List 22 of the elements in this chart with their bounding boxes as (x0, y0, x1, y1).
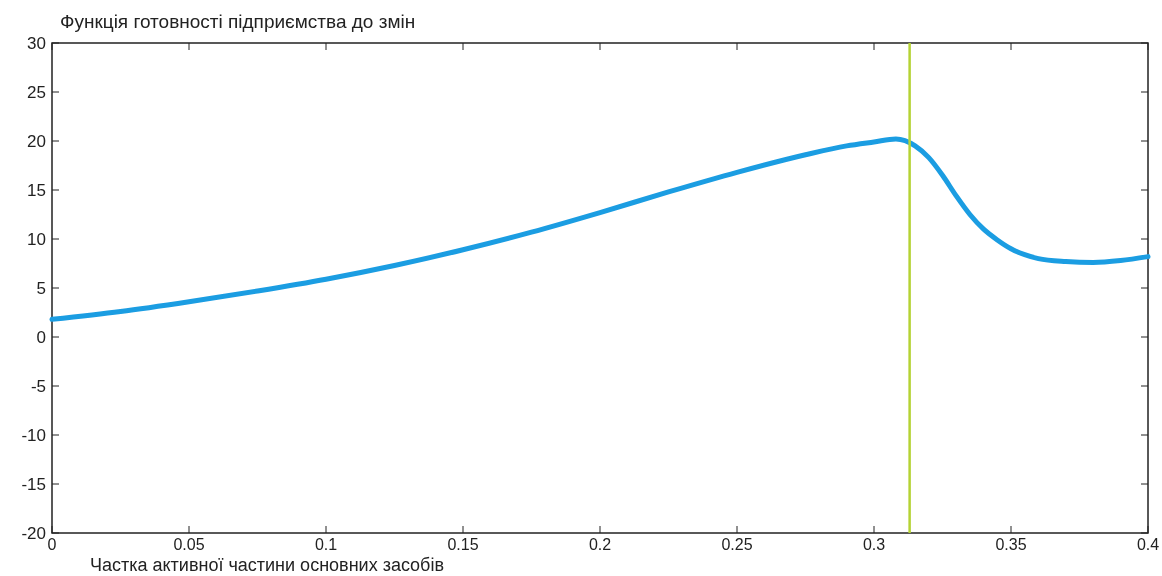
x-tick-label: 0.15 (447, 536, 479, 553)
y-tick-label: 0 (36, 328, 46, 347)
y-tick-label: -10 (21, 426, 46, 445)
x-tick-label: 0.3 (862, 536, 886, 553)
y-tick-label: 20 (27, 132, 46, 151)
y-tick-label: 30 (27, 34, 46, 53)
y-tick-label: -5 (30, 377, 46, 396)
x-axis-title: Частка активної частини основних засобів (90, 555, 444, 575)
y-tick-label: 15 (27, 181, 46, 200)
x-tick-label: 0.4 (1136, 536, 1160, 553)
x-tick-label: 0.05 (173, 536, 205, 553)
y-tick-label: -20 (21, 524, 46, 543)
x-tick-label: 0.2 (588, 536, 612, 553)
y-tick-label: 5 (36, 279, 46, 298)
chart-title: Функція готовності підприємства до змін (60, 11, 416, 32)
x-tick-label: 0.35 (995, 536, 1027, 553)
x-tick-label: 0.25 (721, 536, 753, 553)
y-tick-label: 10 (27, 230, 46, 249)
x-tick-label: 0 (47, 536, 57, 553)
y-tick-label: -15 (21, 475, 46, 494)
x-tick-label: 0.1 (314, 536, 338, 553)
y-tick-label: 25 (27, 83, 46, 102)
